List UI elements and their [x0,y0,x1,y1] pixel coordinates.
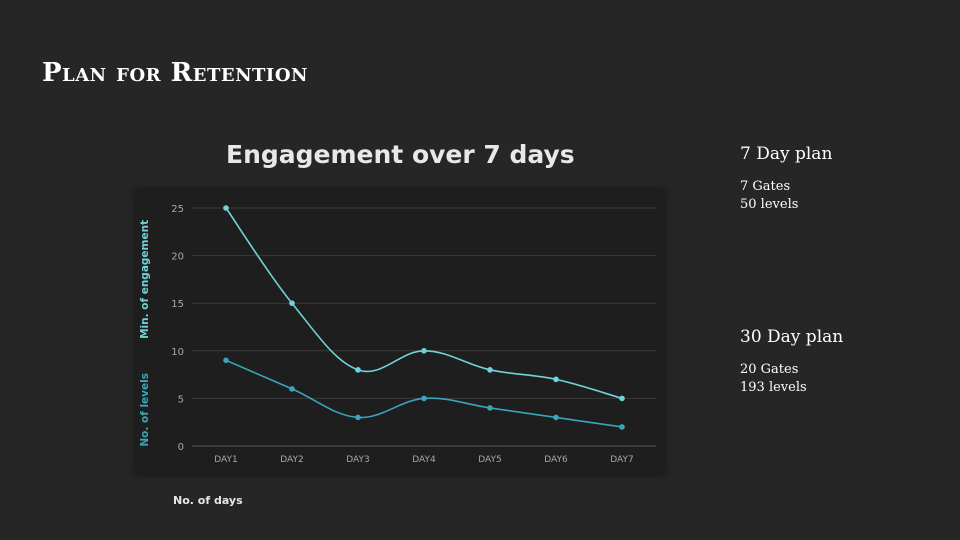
y-tick-label: 15 [171,299,184,310]
plan-7-day: 7 Day plan 7 Gates 50 levels [740,144,832,214]
y-tick-label: 5 [178,394,184,405]
data-point-engagement [355,367,361,373]
chart-panel: 0 5 10 15 20 25 DAY1 DAY2 DAY3 DAY4 DAY5 DAY6 DAY7 Mi… [136,190,664,474]
slide-title: Plan for Retention [42,58,308,88]
y-tick-label: 20 [171,252,184,263]
y-tick-label: 10 [171,347,184,358]
data-point-levels [487,405,493,411]
data-point-levels [355,414,361,421]
y-tick-label: 25 [171,204,184,215]
data-point-engagement [619,395,625,402]
data-point-engagement [487,367,493,373]
x-tick-label: DAY2 [280,455,303,465]
x-axis-label: No. of days [173,494,243,507]
data-point-levels [289,386,295,392]
data-point-engagement [553,376,559,383]
data-point-engagement [421,348,427,354]
data-point-levels [553,414,559,421]
x-tick-label: DAY7 [610,455,633,465]
y-axis-label-levels: No. of levels [139,373,151,447]
plan-30-day: 30 Day plan 20 Gates 193 levels [740,327,843,397]
chart-title: Engagement over 7 days [226,140,575,169]
x-tick-label: DAY6 [544,455,568,465]
series-line-levels [225,359,623,428]
y-tick-label: 0 [178,442,184,453]
x-tick-label: DAY3 [346,455,369,465]
plan-heading: 30 Day plan [740,327,844,347]
data-point-levels [421,395,427,402]
plan-gates: 7 Gates [740,179,791,194]
engagement-line-chart: 0 5 10 15 20 25 DAY1 DAY2 DAY3 DAY4 DAY5 DAY6 DAY7 Mi… [139,204,656,465]
x-tick-label: DAY1 [214,455,237,465]
x-tick-label: DAY4 [412,455,436,465]
data-point-engagement [289,300,295,306]
y-axis-label-engagement: Min. of engagement [139,220,151,339]
data-point-engagement [223,205,229,211]
plan-heading: 7 Day plan [740,144,833,164]
data-point-levels [223,357,229,364]
plan-gates: 20 Gates [740,362,799,377]
plan-levels: 50 levels [740,197,799,212]
plan-levels: 193 levels [740,380,807,395]
data-point-levels [619,424,625,430]
x-tick-label: DAY5 [478,455,501,465]
